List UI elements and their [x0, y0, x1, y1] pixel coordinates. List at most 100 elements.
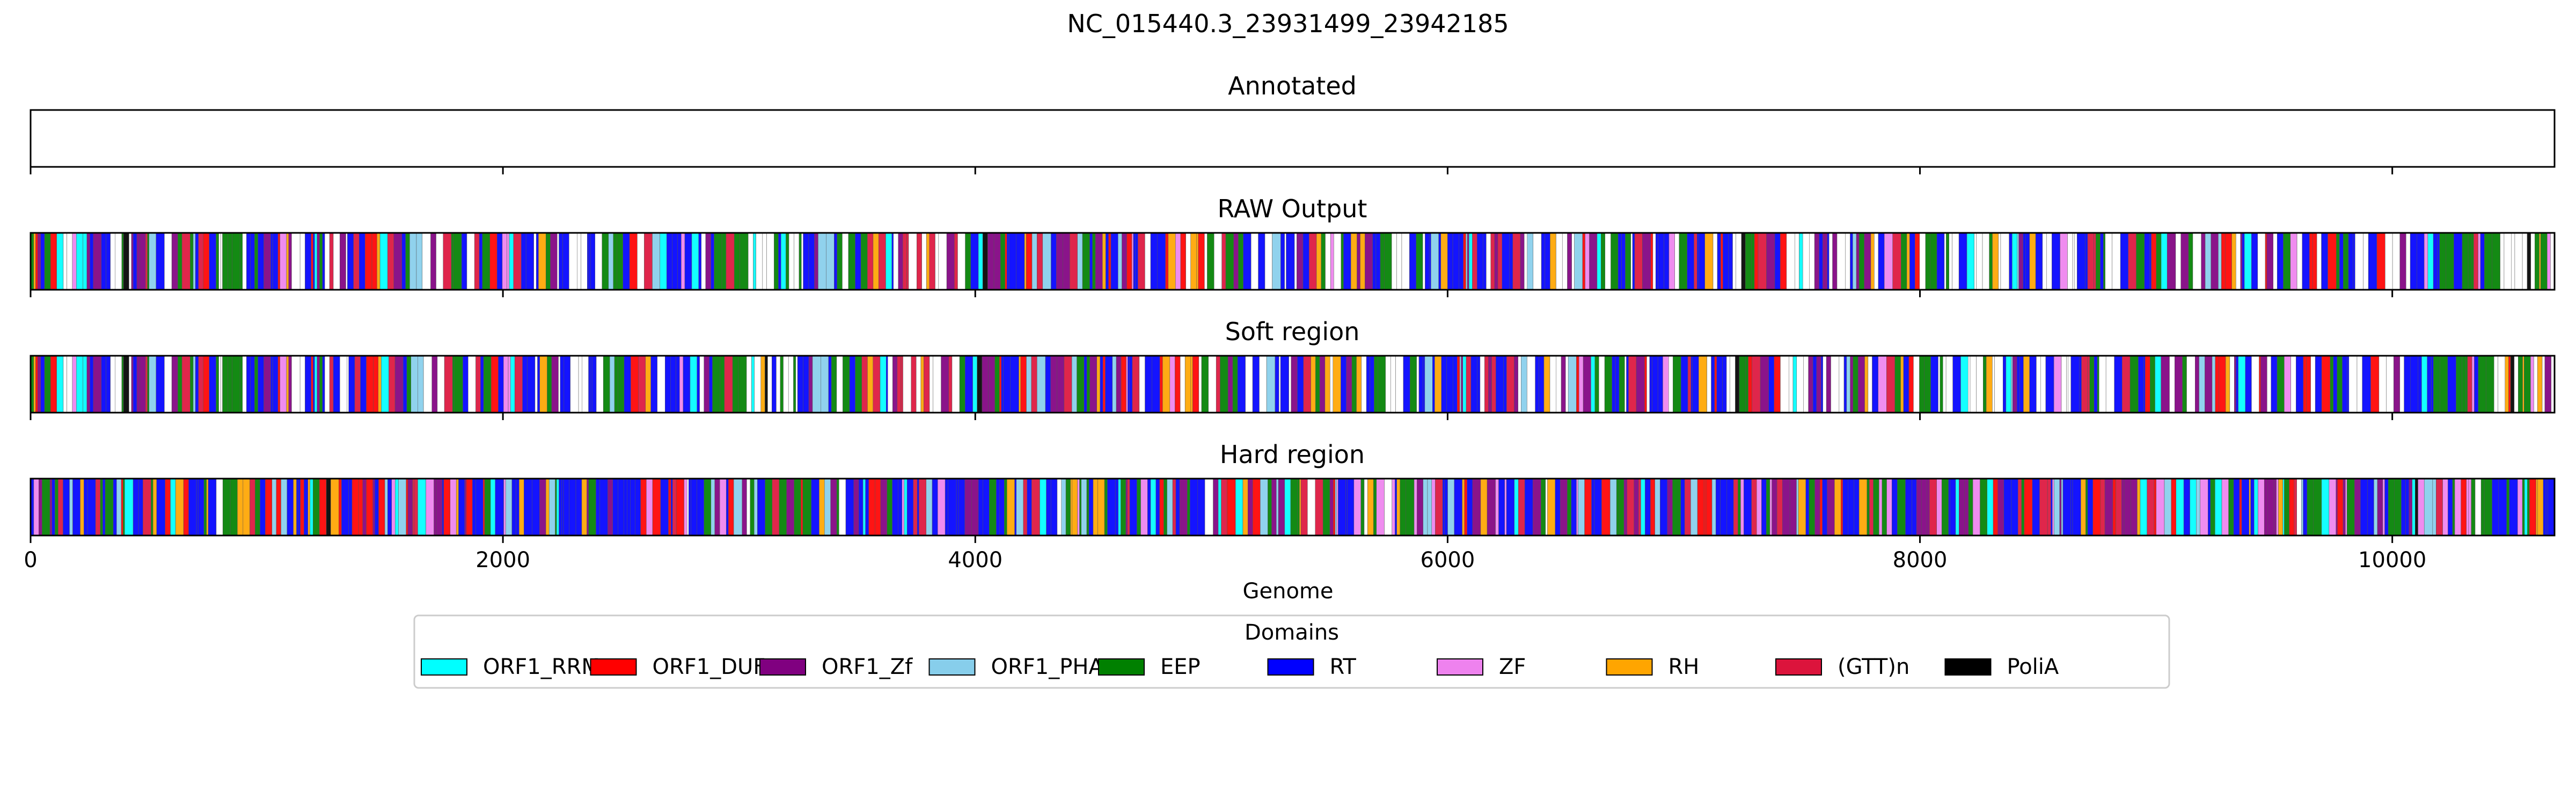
- domain-segment: [496, 232, 503, 290]
- domain-segment: [513, 232, 522, 290]
- domain-segment: [2156, 232, 2162, 290]
- domain-segment: [2462, 355, 2466, 413]
- domain-segment: [2509, 478, 2518, 536]
- domain-segment: [1758, 232, 1767, 290]
- domain-segment: [55, 478, 58, 536]
- domain-segment: [1618, 232, 1622, 290]
- domain-segment: [2437, 232, 2440, 290]
- domain-segment: [178, 355, 182, 413]
- domain-segment: [1364, 478, 1368, 536]
- legend-swatch: [1437, 658, 1483, 676]
- domain-segment: [1297, 478, 1300, 536]
- domain-segment: [1567, 478, 1571, 536]
- domain-segment: [472, 478, 476, 536]
- domain-segment: [2337, 478, 2344, 536]
- domain-segment: [2401, 478, 2406, 536]
- domain-segment: [33, 232, 36, 290]
- panel-frame: [30, 232, 2556, 291]
- domain-segment: [87, 478, 96, 536]
- domain-segment: [1780, 355, 1789, 413]
- domain-segment: [2249, 478, 2251, 536]
- domain-segment: [786, 232, 789, 290]
- domain-segment: [2036, 355, 2041, 413]
- domain-segment: [587, 232, 589, 290]
- domain-segment: [2530, 355, 2534, 413]
- domain-segment: [133, 478, 139, 536]
- legend-entry: (GTT)n: [1775, 655, 1909, 679]
- domain-segment: [2302, 232, 2310, 290]
- domain-segment: [464, 478, 467, 536]
- domain-segment: [147, 355, 149, 413]
- domain-segment: [2116, 478, 2122, 536]
- domain-segment: [121, 232, 124, 290]
- domain-segment: [1527, 355, 1535, 413]
- domain-segment: [2432, 478, 2436, 536]
- domain-segment: [1299, 478, 1301, 536]
- domain-segment: [1031, 355, 1037, 413]
- domain-segment: [1061, 478, 1066, 536]
- domain-segment: [479, 232, 483, 290]
- domain-segment: [291, 355, 301, 413]
- domain-segment: [2085, 478, 2088, 536]
- domain-segment: [354, 355, 361, 413]
- domain-segment: [2224, 232, 2232, 290]
- domain-segment: [1042, 232, 1051, 290]
- domain-segments: [30, 478, 2555, 536]
- domain-segment: [2296, 478, 2302, 536]
- domain-segment: [1847, 478, 1854, 536]
- domain-segment: [1444, 478, 1448, 536]
- domain-segment: [778, 232, 781, 290]
- domain-segment: [1024, 232, 1027, 290]
- domain-segment: [2309, 232, 2313, 290]
- domain-segment: [2054, 478, 2060, 536]
- domain-segment: [1966, 232, 1974, 290]
- domain-segment: [2478, 232, 2481, 290]
- domain-segment: [2471, 355, 2475, 413]
- domain-segment: [1400, 478, 1406, 536]
- domain-segment: [2466, 478, 2469, 536]
- domain-segment: [1423, 355, 1425, 413]
- domain-segment: [322, 232, 325, 290]
- domain-segment: [535, 355, 538, 413]
- domain-segment: [136, 232, 140, 290]
- domain-segment: [2296, 355, 2304, 413]
- domain-segment: [624, 355, 631, 413]
- domain-segment: [434, 478, 437, 536]
- domain-segment: [2094, 232, 2096, 290]
- domain-segment: [2406, 232, 2411, 290]
- domain-segment: [776, 355, 781, 413]
- domain-segment: [689, 478, 691, 536]
- domain-segment: [1714, 355, 1717, 413]
- domain-segment: [170, 478, 176, 536]
- domain-segment: [1819, 232, 1823, 290]
- domain-segment: [416, 232, 423, 290]
- domain-segment: [203, 232, 209, 290]
- domain-segment: [1464, 478, 1467, 536]
- domain-segment: [1964, 478, 1969, 536]
- x-axis: 0 2000 4000 6000 8000 10000: [24, 548, 2426, 573]
- domain-segment: [2301, 478, 2303, 536]
- domain-segment: [1578, 478, 1585, 536]
- domain-segment: [1567, 232, 1572, 290]
- domain-segment: [2024, 478, 2033, 536]
- domain-segment: [1315, 478, 1323, 536]
- domain-segment: [1309, 232, 1317, 290]
- domain-segment: [1396, 232, 1402, 290]
- domain-segment: [638, 355, 646, 413]
- domain-segment: [1079, 478, 1082, 536]
- domain-segment: [1864, 355, 1869, 413]
- domain-segment: [272, 478, 277, 536]
- domain-segment: [1286, 232, 1295, 290]
- domain-segment: [277, 232, 280, 290]
- domain-segment: [113, 478, 117, 536]
- domain-segment: [2410, 355, 2418, 413]
- legend-entry: EEP: [1098, 655, 1201, 679]
- domain-segment: [1814, 232, 1819, 290]
- domain-segment: [2522, 355, 2524, 413]
- domain-segment: [379, 232, 388, 290]
- domain-segment: [836, 478, 839, 536]
- domain-segment: [423, 355, 433, 413]
- domain-segment: [171, 355, 178, 413]
- domain-segment: [86, 232, 90, 290]
- domain-segment: [63, 478, 70, 536]
